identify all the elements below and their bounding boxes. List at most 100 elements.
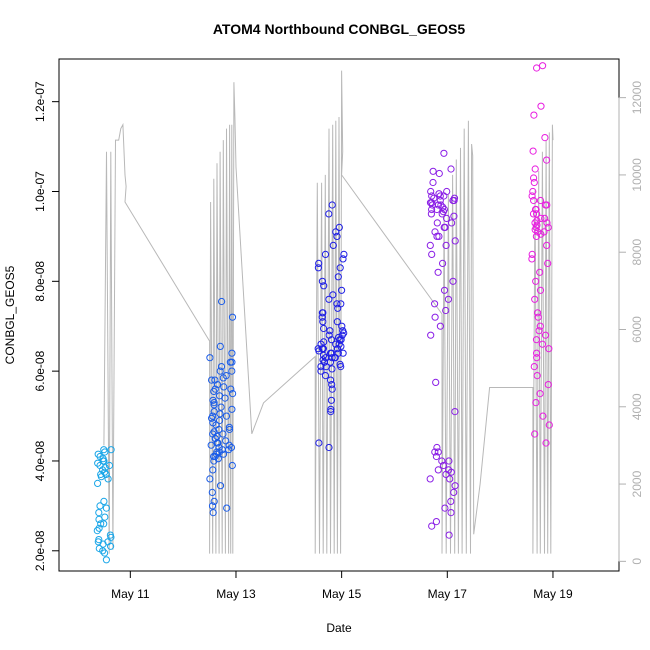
- data-point: [328, 381, 336, 389]
- data-point: [543, 241, 551, 249]
- data-point: [314, 264, 322, 272]
- data-point: [537, 102, 545, 110]
- data-point: [225, 423, 233, 431]
- y2-tick-label: 4000: [630, 393, 644, 420]
- data-point: [429, 167, 437, 175]
- data-point: [430, 194, 438, 202]
- series-1: [93, 446, 115, 564]
- data-point: [535, 327, 543, 335]
- data-point: [222, 437, 230, 445]
- y-tick-label: 8.0e-08: [33, 261, 47, 302]
- data-point: [431, 300, 439, 308]
- data-point: [537, 230, 545, 238]
- data-point: [333, 300, 341, 308]
- data-point: [331, 354, 339, 362]
- data-point: [531, 165, 539, 173]
- data-point: [228, 349, 236, 357]
- y2-tick-label: 10000: [630, 158, 644, 192]
- y-tick-label: 1.2e-07: [33, 81, 47, 122]
- data-point: [543, 219, 551, 227]
- data-point: [208, 414, 216, 422]
- data-point: [533, 221, 541, 229]
- x-axis: May 11 May 13 May 15 May 17 May 19: [111, 570, 573, 601]
- series-4: [426, 149, 459, 539]
- data-point: [447, 497, 455, 505]
- data-point: [328, 201, 336, 209]
- data-point: [450, 212, 458, 220]
- data-point: [439, 259, 447, 267]
- data-point: [214, 455, 222, 463]
- data-point: [227, 385, 235, 393]
- data-point: [530, 178, 538, 187]
- x-tick-label: May 15: [322, 587, 362, 601]
- data-point: [334, 304, 342, 312]
- data-point: [206, 475, 214, 483]
- data-point: [206, 354, 214, 362]
- x-tick-label: May 17: [428, 587, 468, 601]
- data-point: [337, 336, 345, 344]
- data-point: [327, 376, 335, 384]
- data-point: [434, 201, 442, 209]
- data-point: [533, 64, 541, 72]
- data-point: [440, 192, 448, 200]
- data-point: [434, 268, 442, 276]
- data-point: [327, 405, 335, 413]
- data-point: [427, 187, 435, 196]
- data-point: [431, 448, 439, 456]
- data-point: [335, 340, 343, 348]
- data-point: [338, 322, 346, 330]
- data-point: [328, 354, 336, 362]
- data-point: [210, 497, 218, 505]
- data-point: [228, 367, 236, 375]
- y-tick-label: 2.0e-08: [33, 530, 47, 571]
- data-point: [428, 205, 436, 214]
- data-point: [332, 228, 340, 236]
- data-point: [534, 313, 542, 321]
- data-point: [536, 196, 545, 205]
- data-point: [100, 497, 108, 505]
- data-point: [427, 331, 435, 339]
- data-point: [433, 443, 441, 452]
- data-point: [432, 452, 440, 461]
- data-point: [221, 394, 229, 402]
- data-point: [436, 196, 444, 205]
- data-point: [428, 522, 436, 530]
- data-point: [327, 408, 335, 416]
- data-point: [95, 524, 103, 532]
- data-point: [208, 488, 216, 496]
- data-point: [222, 412, 231, 420]
- data-point: [337, 363, 345, 371]
- data-point: [209, 508, 217, 517]
- data-point: [229, 390, 237, 398]
- y-axis-label: CONBGL_GEOS5: [3, 265, 17, 364]
- data-point: [315, 259, 323, 267]
- x-tick-label: May 19: [533, 587, 573, 601]
- data-point: [225, 441, 233, 449]
- data-point: [446, 475, 454, 483]
- data-point: [544, 381, 552, 389]
- data-point: [536, 390, 544, 398]
- data-point: [537, 214, 545, 222]
- data-point: [451, 237, 459, 245]
- data-point: [220, 383, 228, 391]
- data-point: [320, 324, 328, 333]
- data-point: [536, 268, 544, 276]
- y2-axis: 0 2000 4000 6000 8000 10000 12000: [618, 81, 644, 565]
- data-point: [317, 367, 325, 375]
- data-point: [95, 515, 103, 524]
- data-point: [444, 295, 452, 303]
- data-point: [428, 250, 436, 258]
- data-point: [208, 376, 216, 384]
- data-point: [321, 372, 330, 380]
- data-point: [438, 457, 446, 465]
- data-point: [97, 520, 105, 528]
- data-point: [325, 331, 333, 339]
- data-point: [102, 556, 111, 564]
- data-point: [213, 381, 222, 389]
- data-point: [531, 295, 539, 303]
- data-point: [333, 345, 342, 353]
- data-point: [542, 439, 550, 447]
- data-point: [449, 196, 457, 205]
- data-point: [218, 446, 226, 454]
- data-point: [532, 399, 540, 407]
